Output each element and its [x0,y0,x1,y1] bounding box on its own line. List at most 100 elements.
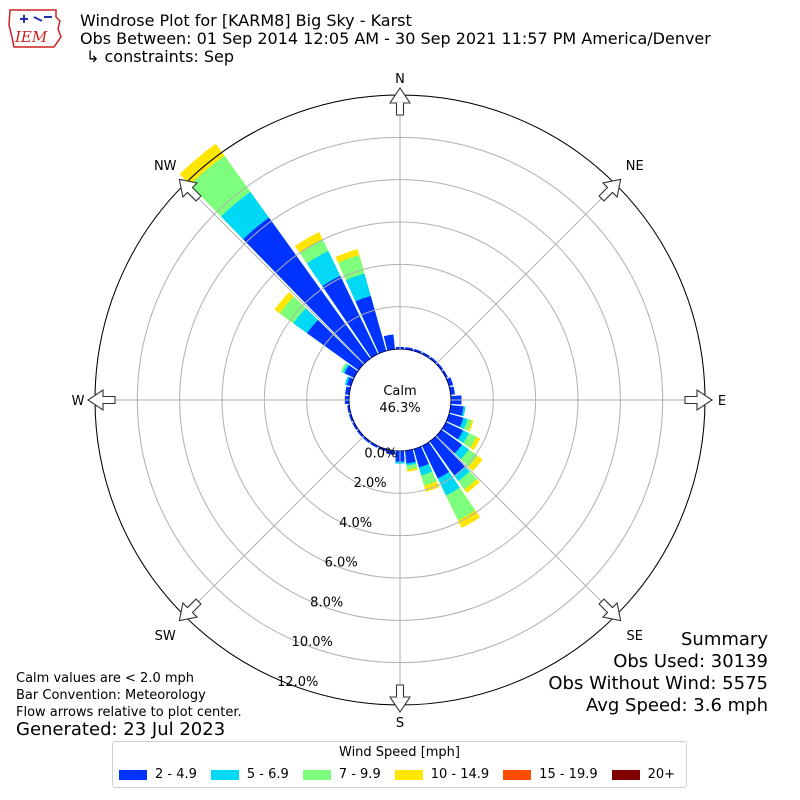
sector-250 [348,413,354,422]
direction-label-nw: NW [154,159,177,174]
legend-swatch [394,769,423,780]
legend-label: 5 - 6.9 [246,767,289,782]
legend-label: 2 - 4.9 [155,767,197,782]
sector-70 [446,377,454,387]
sector-200 [378,446,387,452]
bar-sector-100-bin-0 [449,405,464,416]
generated-date: Generated: 23 Jul 2023 [16,719,226,740]
sector-230 [356,429,364,438]
flow-arrow-se [598,598,622,622]
direction-label-ne: NE [626,159,644,174]
bar-sector-350-bin-0 [383,334,395,351]
bar-sector-340-bin-0 [355,295,387,354]
sector-150 [422,442,481,528]
sector-40 [429,356,438,364]
legend: Wind Speed [mph] 2 - 4.9 5 - 6.9 7 - 9.9 10… [112,741,687,788]
sector-110 [446,413,474,432]
radial-tick-label: 10.0% [292,635,333,650]
iem-logo: IEM [8,9,62,48]
bar-sector-40-bin-0 [429,356,438,364]
sector-330 [294,231,378,358]
flow-arrow-nw [178,178,202,202]
legend-item: 7 - 9.9 [302,767,381,782]
calm-circle [348,348,452,452]
grid-spoke [183,183,365,365]
sector-120 [442,422,481,451]
legend-label: 20+ [647,767,676,782]
bar-sector-230-bin-0 [356,429,364,438]
radial-tick-label: 4.0% [339,516,372,531]
legend-label: 10 - 14.9 [430,767,490,782]
bar-sector-70-bin-0 [446,377,454,387]
sector-60 [442,370,448,378]
flow-arrow-e [684,388,713,412]
radial-tick-label: 6.0% [325,556,358,571]
bar-sector-20-bin-0 [413,348,422,354]
bar-sector-150-bin-0 [422,442,450,479]
obs-between: Obs Between: 01 Sep 2014 12:05 AM - 30 S… [80,29,711,48]
bar-sector-220-bin-0 [362,436,371,444]
flow-arrow-ne [598,178,622,202]
legend-item: 2 - 4.9 [119,767,197,782]
summary-obs-without-wind: Obs Without Wind: 5575 [548,673,768,694]
flow-arrow-s [388,684,412,713]
summary-avg-speed: Avg Speed: 3.6 mph [586,695,768,716]
sector-320 [179,143,371,364]
flow-arrow-sw [178,598,202,622]
sector-140 [429,436,480,493]
sector-350 [383,334,395,351]
legend-label: 15 - 19.9 [539,767,598,782]
bar-sector-30-bin-0 [422,352,430,358]
direction-label-sw: SW [155,629,176,644]
legend-item: 5 - 6.9 [210,767,289,782]
sector-240 [352,422,358,430]
direction-label-se: SE [627,629,643,644]
legend-swatch [210,769,239,780]
summary-obs-used: Obs Used: 30139 [613,651,768,672]
bar-sector-200-bin-0 [378,446,387,452]
direction-label-n: N [395,72,405,87]
constraints: ↳ constraints: Sep [86,47,235,66]
sector-50 [436,362,444,371]
direction-label-s: S [396,716,404,731]
direction-label-w: W [72,394,85,409]
bar-sector-160-bin-0 [413,446,429,468]
bar-convention-note: Bar Convention: Meteorology [16,688,206,703]
legend-item: 10 - 14.9 [394,767,490,782]
sector-220 [362,436,371,444]
legend-title: Wind Speed [mph] [339,745,460,760]
sector-160 [413,446,440,492]
bar-sector-140-bin-0 [429,436,466,476]
sector-210 [370,442,378,448]
direction-arrows [87,87,713,713]
legend-item: 20+ [611,767,676,782]
flow-arrows-note: Flow arrows relative to plot center. [16,705,242,720]
legend-swatch [611,769,640,780]
bar-sector-170-bin-0 [405,449,416,464]
bar-sector-250-bin-0 [348,413,354,422]
sector-300 [340,362,358,378]
bar-sector-110-bin-0 [446,413,464,428]
bar-sector-210-bin-0 [370,442,378,448]
bar-sector-290-bin-0 [346,377,354,387]
sector-100 [449,405,466,417]
bar-sector-300-bin-0 [344,365,358,378]
legend-swatch [302,769,331,780]
bar-sector-130-bin-0 [436,429,463,454]
legend-items: 2 - 4.9 5 - 6.9 7 - 9.9 10 - 14.9 15 - 19.9 2… [119,767,689,782]
legend-label: 7 - 9.9 [338,767,381,782]
grid-spoke [435,435,617,617]
radial-tick-label: 12.0% [277,675,318,690]
windrose-bars [179,143,483,528]
bar-sector-330-bin-0 [322,275,378,358]
bar-sector-310-bin-0 [307,320,364,371]
radial-tick-label: 0.0% [364,447,397,462]
sector-170 [405,449,418,472]
legend-swatch [119,769,147,780]
bar-sector-60-bin-0 [442,370,448,378]
bar-sector-320-bin-0 [243,217,371,364]
grid-spoke [183,435,365,617]
summary-title: Summary [681,629,768,650]
bar-sector-240-bin-0 [352,422,358,430]
